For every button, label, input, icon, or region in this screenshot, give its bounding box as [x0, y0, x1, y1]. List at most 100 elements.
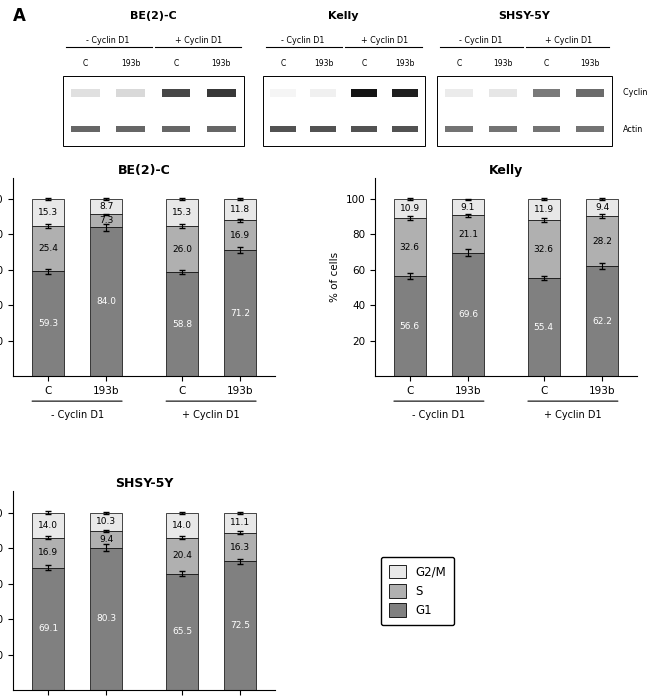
- Bar: [394, 218, 426, 276]
- Bar: [224, 199, 256, 220]
- Text: 193b: 193b: [395, 59, 414, 68]
- Text: + Cyclin D1: + Cyclin D1: [545, 36, 592, 45]
- Text: C: C: [83, 59, 88, 68]
- Text: C: C: [280, 59, 285, 68]
- Y-axis label: % of cells: % of cells: [330, 252, 340, 302]
- Text: - Cyclin D1: - Cyclin D1: [460, 36, 502, 45]
- Text: 193b: 193b: [580, 59, 600, 68]
- Bar: [532, 89, 560, 97]
- Text: Actin: Actin: [623, 125, 644, 134]
- Text: 55.4: 55.4: [534, 323, 554, 332]
- Bar: [351, 126, 377, 132]
- Bar: [270, 89, 296, 97]
- Bar: [391, 89, 417, 97]
- Bar: [166, 513, 198, 538]
- Bar: [32, 271, 64, 376]
- Bar: [166, 574, 198, 690]
- Text: - Cyclin D1: - Cyclin D1: [412, 410, 465, 420]
- Bar: [90, 227, 122, 376]
- Text: 14.0: 14.0: [38, 521, 58, 530]
- Text: 80.3: 80.3: [96, 614, 116, 623]
- Text: 58.8: 58.8: [172, 320, 192, 329]
- Text: 69.1: 69.1: [38, 625, 58, 634]
- Bar: [32, 199, 64, 226]
- Text: 10.9: 10.9: [400, 204, 420, 213]
- Bar: [311, 89, 337, 97]
- Bar: [586, 216, 618, 266]
- Bar: [32, 226, 64, 271]
- Bar: [166, 538, 198, 574]
- Text: 20.4: 20.4: [172, 551, 192, 560]
- Bar: [532, 126, 560, 132]
- Text: - Cyclin D1: - Cyclin D1: [86, 36, 130, 45]
- Text: 26.0: 26.0: [172, 245, 192, 254]
- Bar: [32, 537, 64, 567]
- Text: 25.4: 25.4: [38, 244, 58, 253]
- Bar: [452, 253, 484, 376]
- Bar: [445, 89, 473, 97]
- Text: 72.5: 72.5: [230, 621, 250, 630]
- Title: SHSY-5Y: SHSY-5Y: [115, 477, 174, 490]
- Bar: [90, 215, 122, 227]
- Text: 32.6: 32.6: [400, 243, 420, 252]
- Title: Kelly: Kelly: [489, 164, 523, 176]
- Text: 15.3: 15.3: [172, 208, 192, 217]
- Text: SHSY-5Y: SHSY-5Y: [499, 11, 551, 22]
- Text: + Cyclin D1: + Cyclin D1: [175, 36, 222, 45]
- Text: 59.3: 59.3: [38, 319, 58, 328]
- Bar: [162, 126, 190, 132]
- Text: + Cyclin D1: + Cyclin D1: [544, 410, 602, 420]
- Text: 32.6: 32.6: [534, 245, 554, 254]
- Text: 21.1: 21.1: [458, 230, 478, 238]
- Title: BE(2)-C: BE(2)-C: [118, 164, 170, 176]
- Bar: [311, 126, 337, 132]
- Bar: [586, 266, 618, 376]
- Text: Cyclin D1: Cyclin D1: [623, 89, 650, 98]
- Bar: [586, 199, 618, 216]
- Bar: [32, 567, 64, 690]
- Text: + Cyclin D1: + Cyclin D1: [361, 36, 408, 45]
- Bar: [90, 531, 122, 548]
- Text: 9.4: 9.4: [595, 204, 609, 212]
- Text: 9.4: 9.4: [99, 535, 113, 544]
- Bar: [528, 278, 560, 376]
- Bar: [270, 126, 296, 132]
- Bar: [63, 77, 244, 146]
- Text: 193b: 193b: [314, 59, 333, 68]
- Text: 56.6: 56.6: [400, 321, 420, 330]
- Text: - Cyclin D1: - Cyclin D1: [281, 36, 325, 45]
- Text: 69.6: 69.6: [458, 310, 478, 319]
- Bar: [116, 89, 145, 97]
- Bar: [351, 89, 377, 97]
- Bar: [162, 89, 190, 97]
- Text: 11.1: 11.1: [230, 519, 250, 527]
- Text: 9.1: 9.1: [461, 203, 475, 212]
- Bar: [71, 89, 100, 97]
- Text: - Cyclin D1: - Cyclin D1: [51, 410, 103, 420]
- Bar: [207, 89, 236, 97]
- Text: 193b: 193b: [121, 59, 140, 68]
- Text: 16.9: 16.9: [38, 548, 58, 557]
- Text: 65.5: 65.5: [172, 627, 192, 636]
- Text: 10.3: 10.3: [96, 517, 116, 526]
- Bar: [394, 276, 426, 376]
- Bar: [207, 126, 236, 132]
- Bar: [437, 77, 612, 146]
- Text: 11.8: 11.8: [230, 205, 250, 214]
- Bar: [489, 126, 517, 132]
- Text: + Cyclin D1: + Cyclin D1: [182, 410, 240, 420]
- Bar: [224, 220, 256, 250]
- Bar: [224, 513, 256, 533]
- Bar: [116, 126, 145, 132]
- Bar: [32, 513, 64, 537]
- Bar: [391, 126, 417, 132]
- Bar: [224, 533, 256, 562]
- Bar: [224, 250, 256, 376]
- Text: 62.2: 62.2: [592, 316, 612, 325]
- Bar: [71, 126, 100, 132]
- Text: 193b: 193b: [211, 59, 231, 68]
- Text: C: C: [544, 59, 549, 68]
- Text: BE(2)-C: BE(2)-C: [130, 11, 177, 22]
- Text: C: C: [361, 59, 367, 68]
- Bar: [90, 199, 122, 215]
